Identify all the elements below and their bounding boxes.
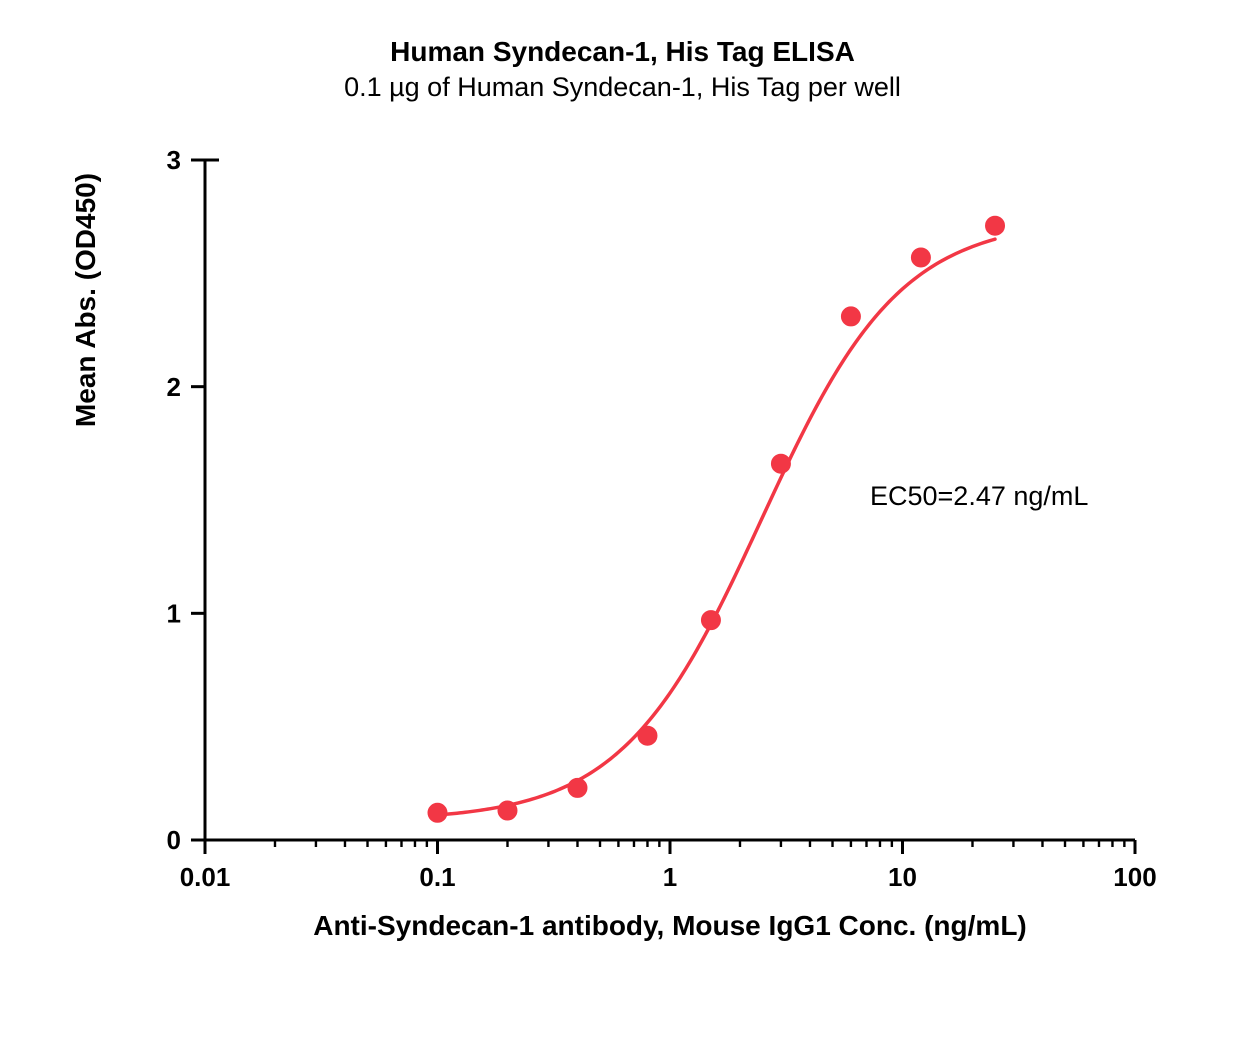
data-point bbox=[771, 454, 790, 473]
x-tick-label: 0.1 bbox=[419, 862, 455, 892]
data-point bbox=[841, 307, 860, 326]
data-point bbox=[701, 611, 720, 630]
data-point bbox=[498, 801, 517, 820]
y-tick-label: 0 bbox=[167, 825, 181, 855]
plot-svg: 0 1 2 3 0.01 0.1 1 10 100 EC50=2.47 ng/mL bbox=[0, 0, 1245, 1044]
y-tick-label: 3 bbox=[167, 145, 181, 175]
data-point bbox=[428, 803, 447, 822]
data-point bbox=[986, 216, 1005, 235]
ec50-annotation: EC50=2.47 ng/mL bbox=[870, 481, 1088, 511]
data-point bbox=[911, 248, 930, 267]
y-tick-label: 2 bbox=[167, 372, 181, 402]
x-tick-label: 0.01 bbox=[180, 862, 231, 892]
chart-container: Human Syndecan-1, His Tag ELISA 0.1 µg o… bbox=[0, 0, 1245, 1044]
x-tick-label: 100 bbox=[1113, 862, 1156, 892]
fit-curve bbox=[438, 239, 996, 815]
x-tick-label: 1 bbox=[663, 862, 677, 892]
data-point bbox=[638, 726, 657, 745]
data-point bbox=[568, 778, 587, 797]
y-tick-label: 1 bbox=[167, 598, 181, 628]
x-tick-label: 10 bbox=[888, 862, 917, 892]
